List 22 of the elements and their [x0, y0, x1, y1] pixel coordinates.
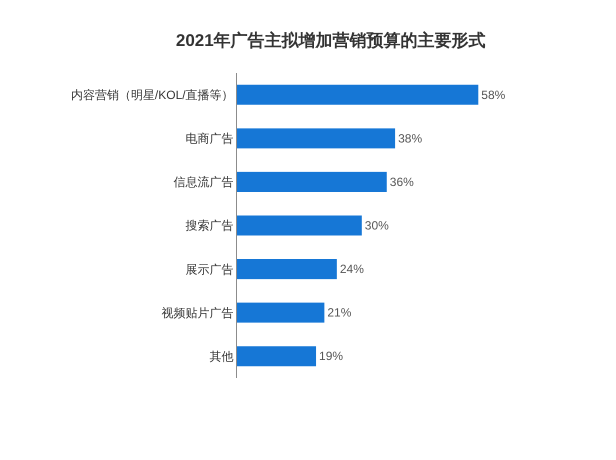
data-label: 30% [364, 218, 390, 232]
bar [237, 346, 316, 366]
bar [237, 84, 478, 105]
y-tick-label: 搜索广告 [186, 218, 234, 233]
bar [237, 172, 387, 192]
bar [237, 259, 337, 280]
y-tick-label: 信息流广告 [174, 175, 234, 190]
data-label: 24% [340, 262, 364, 276]
data-label: 19% [319, 349, 344, 364]
chart-title: 2021年广告主拟增加营销预算的主要形式 [176, 30, 486, 50]
y-tick-label: 内容营销（明星/KOL/直播等） [70, 88, 234, 102]
y-tick-label: 视频贴片广告 [162, 306, 234, 320]
data-label: 36% [390, 174, 414, 189]
bar [237, 128, 396, 148]
bar [237, 302, 324, 323]
y-tick-label: 其他 [210, 349, 234, 364]
y-tick-label: 展示广告 [186, 262, 234, 276]
y-tick-label: 电商广告 [186, 132, 234, 146]
data-label: 21% [327, 306, 352, 320]
data-label: 58% [481, 88, 506, 102]
bar [237, 215, 362, 236]
data-label: 38% [398, 131, 422, 146]
